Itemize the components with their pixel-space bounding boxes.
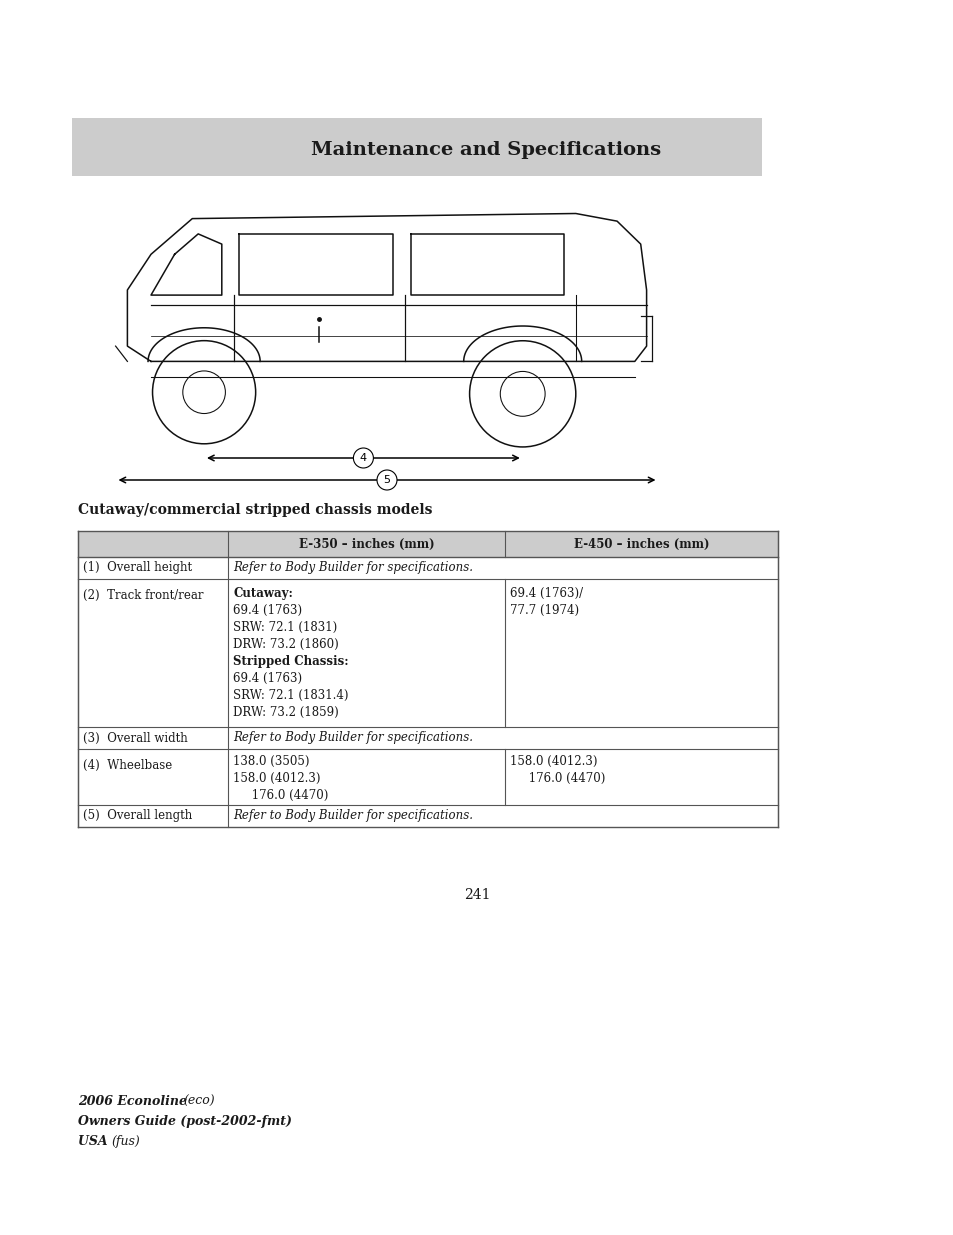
Text: 5: 5 bbox=[383, 475, 390, 485]
Text: 2006 Econoline: 2006 Econoline bbox=[78, 1095, 192, 1108]
Text: Stripped Chassis:: Stripped Chassis: bbox=[233, 655, 349, 668]
Text: (1)  Overall height: (1) Overall height bbox=[83, 562, 192, 574]
Text: Cutaway/commercial stripped chassis models: Cutaway/commercial stripped chassis mode… bbox=[78, 503, 432, 517]
Text: SRW: 72.1 (1831): SRW: 72.1 (1831) bbox=[233, 621, 337, 634]
Text: E-450 – inches (mm): E-450 – inches (mm) bbox=[573, 537, 708, 551]
Text: 138.0 (3505): 138.0 (3505) bbox=[233, 755, 310, 768]
Text: (fus): (fus) bbox=[111, 1135, 139, 1149]
Text: 77.7 (1974): 77.7 (1974) bbox=[510, 604, 578, 618]
Text: 158.0 (4012.3): 158.0 (4012.3) bbox=[510, 755, 597, 768]
Text: DRW: 73.2 (1859): DRW: 73.2 (1859) bbox=[233, 706, 339, 719]
Text: E-350 – inches (mm): E-350 – inches (mm) bbox=[298, 537, 435, 551]
Circle shape bbox=[376, 471, 396, 490]
Bar bbox=[71, 119, 761, 177]
Text: Cutaway:: Cutaway: bbox=[233, 587, 294, 600]
Text: Refer to Body Builder for specifications.: Refer to Body Builder for specifications… bbox=[233, 809, 473, 823]
Text: 241: 241 bbox=[463, 888, 490, 902]
Text: 69.4 (1763): 69.4 (1763) bbox=[233, 672, 302, 685]
Text: SRW: 72.1 (1831.4): SRW: 72.1 (1831.4) bbox=[233, 689, 349, 701]
Text: Refer to Body Builder for specifications.: Refer to Body Builder for specifications… bbox=[233, 562, 473, 574]
Text: Maintenance and Specifications: Maintenance and Specifications bbox=[311, 141, 660, 159]
Text: (2)  Track front/rear: (2) Track front/rear bbox=[83, 589, 203, 601]
Text: 158.0 (4012.3): 158.0 (4012.3) bbox=[233, 772, 320, 785]
Text: USA: USA bbox=[78, 1135, 112, 1149]
Text: Refer to Body Builder for specifications.: Refer to Body Builder for specifications… bbox=[233, 731, 473, 745]
Text: (4)  Wheelbase: (4) Wheelbase bbox=[83, 760, 172, 772]
Text: 176.0 (4470): 176.0 (4470) bbox=[510, 772, 605, 785]
Bar bbox=[78, 531, 778, 557]
Text: 69.4 (1763): 69.4 (1763) bbox=[233, 604, 302, 618]
Text: Owners Guide (post-2002-fmt): Owners Guide (post-2002-fmt) bbox=[78, 1115, 292, 1128]
Text: (3)  Overall width: (3) Overall width bbox=[83, 731, 188, 745]
Text: (eco): (eco) bbox=[183, 1095, 214, 1108]
Text: 69.4 (1763)/: 69.4 (1763)/ bbox=[510, 587, 582, 600]
Text: 176.0 (4470): 176.0 (4470) bbox=[233, 789, 329, 802]
Text: 4: 4 bbox=[359, 453, 367, 463]
Text: DRW: 73.2 (1860): DRW: 73.2 (1860) bbox=[233, 638, 339, 651]
Text: (5)  Overall length: (5) Overall length bbox=[83, 809, 193, 823]
Circle shape bbox=[353, 448, 373, 468]
